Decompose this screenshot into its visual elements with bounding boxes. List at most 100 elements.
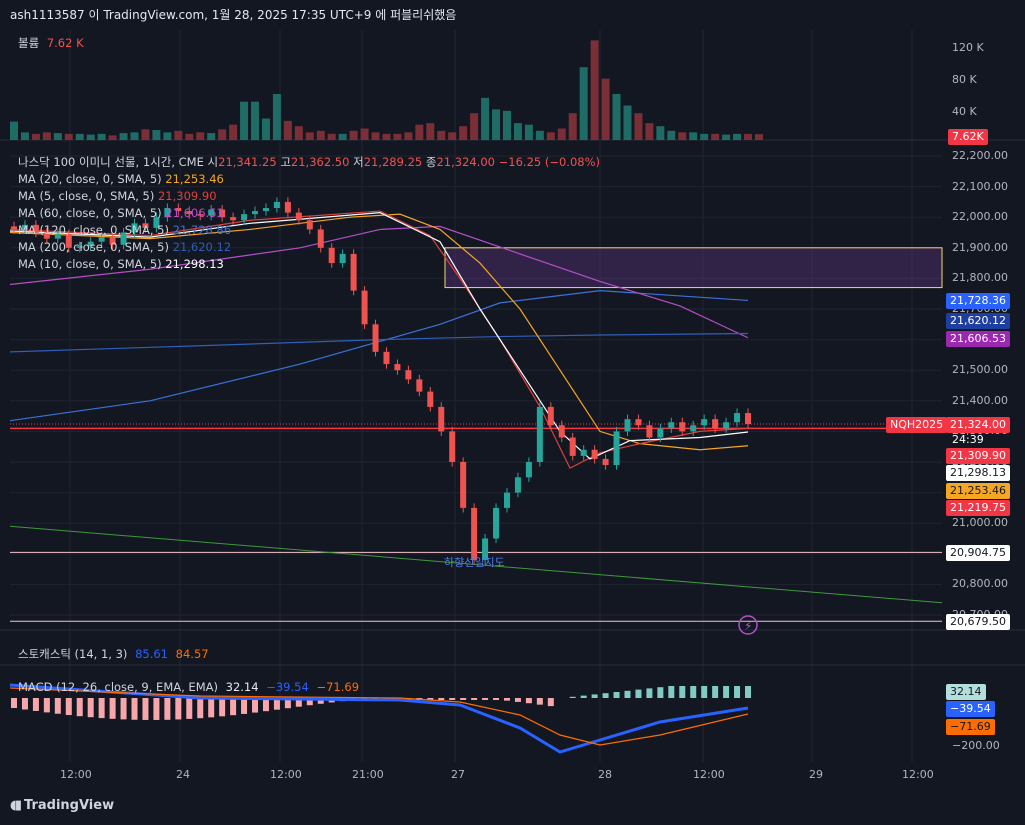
volume-bar xyxy=(426,123,435,140)
macd-histogram-bar xyxy=(306,698,313,706)
resistance-zone-box xyxy=(444,247,943,289)
ma-legend-value: 21,728.86 xyxy=(168,223,232,237)
macd-signal-value: −71.69 xyxy=(316,680,360,694)
candle-body xyxy=(602,458,609,466)
volume-bars xyxy=(10,40,763,141)
macd-label-box: 32.14 xyxy=(946,684,986,700)
ma-legend-label: MA (5, close, 0, SMA, 5) xyxy=(18,189,155,203)
price-label: 20,904.75 xyxy=(946,545,1010,561)
candle-body xyxy=(679,422,686,432)
macd-histogram-bar xyxy=(65,698,72,716)
volume-bar xyxy=(656,126,665,140)
ma-10-line xyxy=(9,211,749,460)
chart-annotation: 하향선일지도 xyxy=(444,556,505,569)
macd-line xyxy=(9,683,749,754)
volume-bar xyxy=(470,113,479,140)
volume-bar xyxy=(251,101,260,140)
candle-body xyxy=(646,425,653,438)
volume-bar xyxy=(448,132,457,140)
stoch-legend: 스토캐스틱 (14, 1, 3) 85.61 84.57 xyxy=(18,646,209,662)
price-label: 21,219.75 xyxy=(946,500,1010,516)
ma-legend-row[interactable]: MA (60, close, 0, SMA, 5) 21,606.53 xyxy=(18,205,231,222)
macd-histogram-bar xyxy=(602,693,609,698)
candle-body xyxy=(438,406,445,432)
ma-legend-value: 21,298.13 xyxy=(161,257,224,271)
macd-histogram-bar xyxy=(54,698,61,714)
volume-bar xyxy=(579,67,588,140)
candle-body xyxy=(54,234,61,239)
close-value: 21,324.00 xyxy=(436,155,495,169)
volume-bar xyxy=(294,126,303,140)
volume-bar xyxy=(272,94,281,140)
macd-histogram-bar xyxy=(208,698,215,718)
price-label: 21,298.13 xyxy=(946,465,1010,481)
price-label: 20,679.50 xyxy=(946,614,1010,630)
volume-bar xyxy=(196,132,205,140)
macd-histogram-bar xyxy=(427,698,434,700)
ma-legend-row[interactable]: MA (10, close, 0, SMA, 5) 21,298.13 xyxy=(18,256,231,273)
candle-body xyxy=(142,223,149,228)
candle-body xyxy=(241,214,248,221)
candle-body xyxy=(306,220,313,230)
tradingview-logo[interactable]: ◖▮ TradingView xyxy=(10,798,114,813)
publish-header: ash1113587 이 TradingView.com, 1월 28, 202… xyxy=(10,8,457,22)
ma-legend-row[interactable]: MA (120, close, 0, SMA, 5) 21,728.86 xyxy=(18,222,231,239)
change-value: −16.25 (−0.08%) xyxy=(498,155,601,169)
macd-histogram-bar xyxy=(175,698,182,720)
volume-bar xyxy=(163,132,172,140)
price-label: 21,728.36 xyxy=(946,293,1010,309)
moving-averages xyxy=(9,210,749,469)
macd-histogram-bar xyxy=(438,698,445,700)
macd-value: −39.54 xyxy=(266,680,309,694)
logo-icon: ◖▮ xyxy=(10,798,22,813)
ma-legend-label: MA (10, close, 0, SMA, 5) xyxy=(18,257,162,271)
volume-bar xyxy=(557,128,566,140)
volume-bar xyxy=(513,123,522,140)
candle-body xyxy=(460,462,467,508)
time-axis-tick: 24 xyxy=(176,768,190,781)
time-axis-tick: 12:00 xyxy=(693,768,725,781)
candle-body xyxy=(668,422,675,429)
volume-axis-tick: 40 K xyxy=(952,105,977,118)
candle-body xyxy=(164,208,171,218)
volume-bar xyxy=(31,133,40,140)
candle-body xyxy=(273,201,280,209)
macd-histogram-bar xyxy=(701,686,708,698)
ma-legend-row[interactable]: MA (200, close, 0, SMA, 5) 21,620.12 xyxy=(18,239,231,256)
volume-bar xyxy=(86,134,95,140)
macd-histogram-bar xyxy=(21,698,28,710)
macd-histogram-bar xyxy=(273,698,280,710)
volume-bar xyxy=(711,133,720,140)
candle-body xyxy=(109,237,116,245)
candle-body xyxy=(262,208,269,212)
macd-histogram-bar xyxy=(153,698,160,720)
ma-120-line xyxy=(9,290,749,422)
ma-legend-row[interactable]: MA (20, close, 0, SMA, 5) 21,253.46 xyxy=(18,171,231,188)
candle-body xyxy=(580,449,587,456)
candle-body xyxy=(87,241,94,247)
volume-bar xyxy=(382,133,391,140)
macd-histogram-bar xyxy=(295,698,302,707)
candle-body xyxy=(536,406,543,462)
macd-histogram-bar xyxy=(493,698,500,700)
price-axis-tick: 22,200.00 xyxy=(952,149,1008,162)
time-axis-tick: 21:00 xyxy=(352,768,384,781)
low-value: 21,289.25 xyxy=(363,155,423,169)
price-label: 21,606.53 xyxy=(946,331,1010,347)
macd-histogram-bar xyxy=(613,692,620,698)
volume-legend: 볼륨 7.62 K xyxy=(18,35,84,51)
price-axis-tick: 21,900.00 xyxy=(952,240,1008,254)
candle-body xyxy=(525,462,532,478)
ma-legend-row[interactable]: MA (5, close, 0, SMA, 5) 21,309.90 xyxy=(18,188,231,205)
macd-histogram-bar xyxy=(536,698,543,705)
macd-histogram-bar xyxy=(657,687,664,698)
macd-histogram-bar xyxy=(98,698,105,719)
logo-text: TradingView xyxy=(24,798,115,813)
volume-bar xyxy=(744,133,752,140)
macd-histogram-bar xyxy=(723,686,730,698)
volume-bar xyxy=(634,113,643,140)
macd-histogram-bar xyxy=(317,698,324,704)
volume-bar xyxy=(590,40,599,141)
volume-bar xyxy=(678,132,687,140)
